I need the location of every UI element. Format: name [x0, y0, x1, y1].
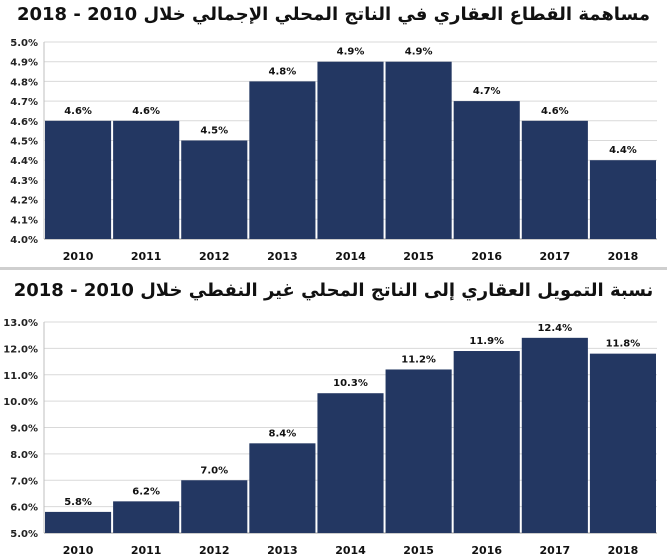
data-label: 11.8% — [606, 339, 641, 350]
y-tick-label: 4.3% — [10, 176, 38, 187]
bar — [249, 443, 316, 533]
bar — [113, 501, 180, 533]
y-tick-label: 4.7% — [10, 97, 38, 108]
chart-title-bottom: نسبة التمويل العقاري إلى الناتج المحلي غ… — [13, 280, 654, 301]
x-tick-label: 2010 — [63, 544, 94, 557]
bar — [385, 369, 452, 533]
bar-chart-top: 4.0% 4.1% 4.2% 4.3% 4.4% 4.5% 4.6% 4.7% 4.8% 4.9%… — [10, 38, 657, 263]
y-tick-label: 10.0% — [3, 397, 38, 408]
y-tick-label: 7.0% — [10, 476, 38, 487]
x-tick-label: 2017 — [540, 544, 571, 557]
y-tick-label: 8.0% — [10, 450, 38, 461]
x-tick-label: 2016 — [471, 544, 502, 557]
bar — [181, 140, 248, 239]
y-tick-label: 5.0% — [10, 38, 38, 49]
x-tick-label: 2018 — [608, 544, 639, 557]
x-tick-label: 2011 — [131, 544, 162, 557]
data-label: 4.9% — [405, 47, 433, 58]
x-tick-label: 2018 — [608, 250, 639, 263]
data-label: 5.8% — [64, 497, 92, 508]
x-tick-label: 2011 — [131, 250, 162, 263]
x-tick-label: 2014 — [335, 250, 366, 263]
x-tick-label: 2013 — [267, 544, 298, 557]
data-label: 7.0% — [200, 465, 228, 476]
x-tick-label: 2015 — [403, 544, 434, 557]
y-tick-label: 12.0% — [3, 344, 38, 355]
data-label: 11.9% — [469, 336, 504, 347]
y-tick-label: 4.1% — [10, 215, 38, 226]
x-tick-label: 2010 — [63, 250, 94, 263]
bar — [589, 353, 656, 533]
y-tick-label: 4.2% — [10, 196, 38, 207]
chart-title-top: مساهمة القطاع العقاري في الناتج المحلي ا… — [16, 4, 651, 25]
data-label: 4.4% — [609, 145, 637, 156]
bar — [249, 81, 316, 240]
data-label: 4.6% — [541, 106, 569, 117]
x-tick-label: 2012 — [199, 250, 230, 263]
chart-divider — [0, 267, 667, 270]
bar — [589, 160, 656, 239]
data-label: 4.7% — [473, 86, 501, 97]
y-tick-label: 11.0% — [3, 371, 38, 382]
bar — [45, 120, 112, 239]
y-tick-label: 4.0% — [10, 235, 38, 246]
bar — [181, 480, 248, 533]
y-tick-label: 9.0% — [10, 424, 38, 435]
y-tick-label: 4.9% — [10, 58, 38, 69]
bar — [317, 61, 384, 240]
bar — [45, 511, 112, 533]
y-tick-label: 5.0% — [10, 529, 38, 540]
x-tick-label: 2013 — [267, 250, 298, 263]
data-label: 4.5% — [200, 126, 228, 137]
data-label: 4.9% — [337, 47, 365, 58]
chart-panel-top: مساهمة القطاع العقاري في الناتج المحلي ا… — [0, 0, 667, 268]
data-label: 4.8% — [269, 66, 297, 77]
y-tick-label: 4.8% — [10, 77, 38, 88]
data-label: 12.4% — [537, 323, 572, 334]
data-label: 11.2% — [401, 354, 436, 365]
bar — [113, 120, 180, 239]
y-tick-label: 4.4% — [10, 156, 38, 167]
data-label: 10.3% — [333, 378, 368, 389]
bar — [453, 351, 520, 533]
data-label: 4.6% — [132, 106, 160, 117]
bar — [385, 61, 452, 240]
y-tick-label: 4.6% — [10, 117, 38, 128]
x-tick-label: 2015 — [403, 250, 434, 263]
y-tick-label: 6.0% — [10, 503, 38, 514]
bar — [521, 337, 588, 533]
y-tick-label: 4.5% — [10, 137, 38, 148]
x-tick-label: 2017 — [540, 250, 571, 263]
y-tick-label: 13.0% — [3, 318, 38, 329]
bar — [453, 101, 520, 239]
x-tick-label: 2016 — [471, 250, 502, 263]
data-label: 4.6% — [64, 106, 92, 117]
bar-chart-bottom: 5.0% 6.0% 7.0% 8.0% 9.0% 10.0% 11.0% 12.0% 13.0%… — [3, 318, 657, 557]
x-tick-label: 2014 — [335, 544, 366, 557]
bar — [521, 120, 588, 239]
x-tick-label: 2012 — [199, 544, 230, 557]
data-label: 6.2% — [132, 486, 160, 497]
chart-panel-bottom: نسبة التمويل العقاري إلى الناتج المحلي غ… — [0, 270, 667, 560]
bar — [317, 393, 384, 533]
data-label: 8.4% — [269, 428, 297, 439]
